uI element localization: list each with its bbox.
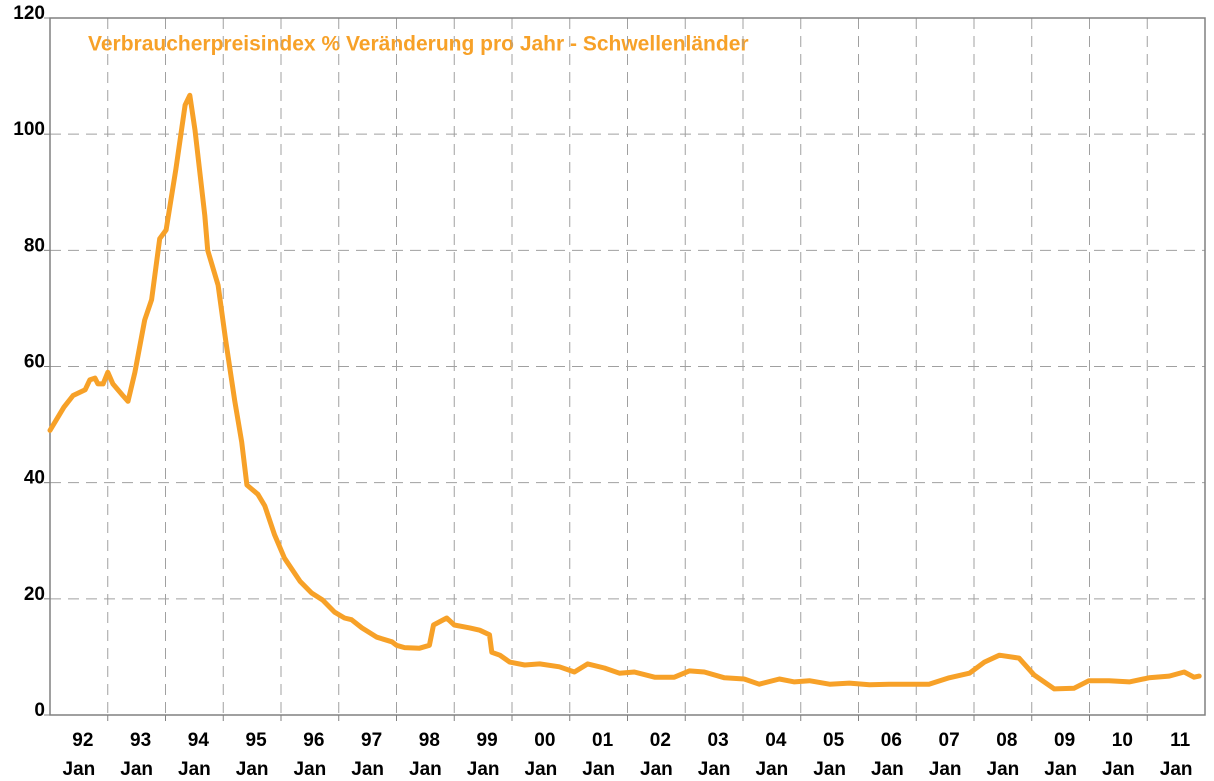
x-tick-label: 97 — [361, 730, 382, 751]
x-tick-label: 95 — [246, 730, 268, 751]
x-tick-label: 04 — [765, 730, 787, 751]
x-tick-label: Jan — [582, 759, 615, 780]
x-tick-label: 01 — [592, 730, 614, 751]
data-line — [47, 92, 1202, 692]
x-tick-label: 00 — [534, 730, 555, 751]
x-tick-label: 07 — [939, 730, 960, 751]
chart-title: Verbraucherpreisindex % Veränderung pro … — [88, 33, 749, 56]
x-tick-label: Jan — [640, 759, 673, 780]
x-tick-label: Jan — [294, 759, 327, 780]
x-tick-label: Jan — [871, 759, 904, 780]
x-tick-label: Jan — [236, 759, 269, 780]
y-tick-label: 20 — [24, 584, 45, 605]
x-tick-label: 93 — [130, 730, 151, 751]
x-tick-label: 10 — [1112, 730, 1133, 751]
x-tick-label: 06 — [881, 730, 902, 751]
x-tick-label: Jan — [63, 759, 96, 780]
x-tick-label: 11 — [1170, 730, 1191, 751]
x-tick-label: Jan — [987, 759, 1020, 780]
y-tick-label: 40 — [24, 468, 45, 489]
x-tick-label: 05 — [823, 730, 845, 751]
x-tick-label: Jan — [178, 759, 211, 780]
x-tick-label: Jan — [1160, 759, 1193, 780]
x-tick-label: Jan — [1044, 759, 1077, 780]
x-tick-label: Jan — [409, 759, 442, 780]
x-tick-label: Jan — [120, 759, 153, 780]
x-tick-label: 94 — [188, 730, 210, 751]
y-tick-label: 60 — [24, 352, 45, 373]
x-tick-label: Jan — [525, 759, 558, 780]
y-tick-label: 100 — [13, 119, 45, 140]
x-tick-label: 98 — [419, 730, 440, 751]
x-tick-label: 92 — [72, 730, 93, 751]
x-tick-label: Jan — [698, 759, 731, 780]
x-tick-label: Jan — [756, 759, 789, 780]
x-tick-label: Jan — [351, 759, 384, 780]
y-tick-label: 120 — [13, 3, 45, 24]
x-tick-label: Jan — [467, 759, 500, 780]
x-tick-label: 02 — [650, 730, 671, 751]
x-tick-label: 09 — [1054, 730, 1075, 751]
x-tick-label: 99 — [477, 730, 498, 751]
x-tick-label: Jan — [929, 759, 962, 780]
x-tick-label: Jan — [813, 759, 846, 780]
x-tick-label: 08 — [996, 730, 1017, 751]
y-tick-label: 0 — [34, 700, 45, 721]
x-tick-label: 03 — [708, 730, 729, 751]
y-tick-label: 80 — [24, 235, 45, 256]
x-tick-label: Jan — [1102, 759, 1135, 780]
x-tick-label: 96 — [303, 730, 324, 751]
